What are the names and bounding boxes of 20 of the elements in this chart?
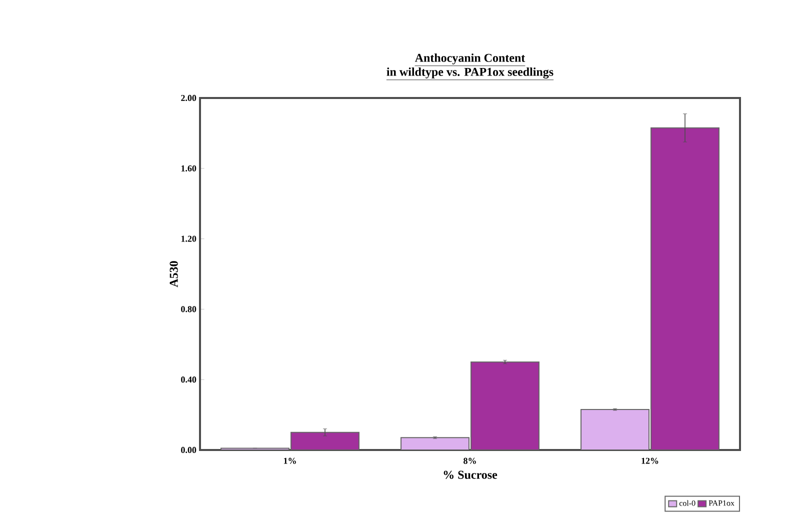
y-tick-label: 1.20 [181,236,196,242]
legend-label: PAP1ox [708,500,734,506]
y-tick-label: 0.00 [181,446,196,454]
y-tick-label: 2.00 [181,94,196,102]
bar [291,432,360,450]
x-tick-label: 12% [642,458,658,464]
y-tick-label: 1.60 [181,165,196,172]
y-tick-label: 0.40 [181,376,196,383]
chart-subtitle: in wildtype vs. PAP1ox seedlings [386,67,554,78]
bar [401,438,469,450]
x-axis-title: % Sucrose [444,470,498,479]
bar [580,409,650,450]
y-axis-title: A530 [170,261,178,288]
x-tick-label: 1% [284,458,296,464]
bar [650,127,720,450]
y-tick-label: 0.80 [181,306,196,312]
bar [470,361,540,450]
chart-title: Anthocyanin Content [414,53,526,64]
x-tick-label: 8% [464,458,476,464]
legend-label: col-0 [679,500,696,506]
